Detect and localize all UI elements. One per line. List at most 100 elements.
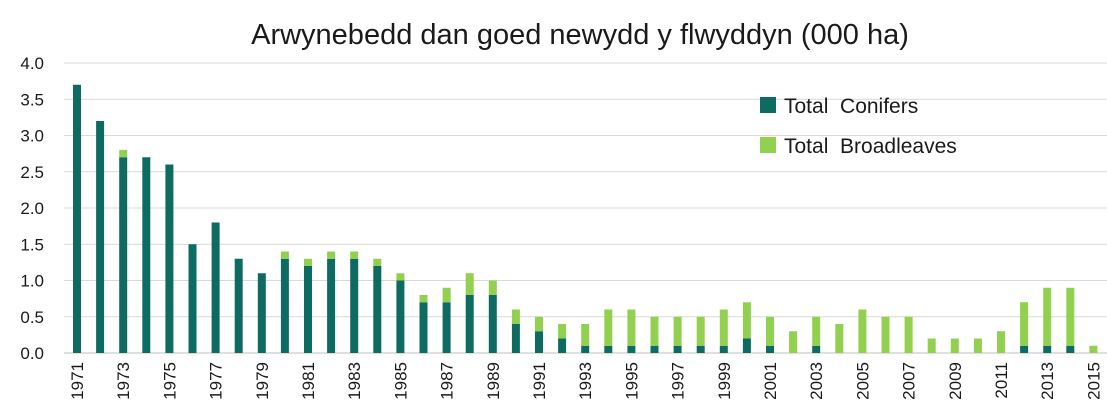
x-tick-label: 1981 xyxy=(299,362,318,400)
bar-broadleaves-1993 xyxy=(581,324,590,346)
bar-broadleaves-1995 xyxy=(627,309,636,346)
bar-series xyxy=(73,84,1098,353)
x-tick-label: 1991 xyxy=(530,362,549,400)
bar-conifers-1974 xyxy=(142,157,151,353)
bar-broadleaves-2003 xyxy=(812,316,821,346)
bar-conifers-1996 xyxy=(650,345,659,353)
bar-conifers-1989 xyxy=(488,295,497,353)
y-tick-label: 0.5 xyxy=(20,308,44,327)
legend-label-conifers: Total Conifers xyxy=(784,95,918,118)
x-tick-label: 1997 xyxy=(669,362,688,400)
bar-conifers-2013 xyxy=(1043,345,1052,353)
legend-label-broadleaves: Total Broadleaves xyxy=(784,135,957,158)
bar-conifers-1988 xyxy=(465,295,474,353)
x-tick-label: 2011 xyxy=(992,362,1011,399)
bar-broadleaves-2001 xyxy=(766,316,774,346)
bar-conifers-1972 xyxy=(96,121,105,353)
bar-conifers-1991 xyxy=(535,331,543,353)
x-tick-label: 2015 xyxy=(1084,362,1103,400)
x-tick-label: 1971 xyxy=(68,362,87,400)
bar-broadleaves-1996 xyxy=(650,316,659,346)
x-tick-label: 1979 xyxy=(253,362,272,400)
legend-swatch-conifers xyxy=(760,97,776,113)
bar-conifers-1977 xyxy=(211,222,220,353)
bar-broadleaves-2012 xyxy=(1020,302,1029,346)
bar-conifers-2003 xyxy=(812,345,821,353)
x-tick-label: 2013 xyxy=(1038,362,1057,400)
y-tick-label: 2.5 xyxy=(20,163,44,182)
legend: Total Conifers Total Broadleaves xyxy=(760,95,957,158)
y-tick-label: 0.0 xyxy=(20,344,44,363)
bar-broadleaves-1981 xyxy=(304,258,312,266)
bar-conifers-1975 xyxy=(165,164,174,353)
x-tick-label: 2009 xyxy=(946,362,965,400)
bar-broadleaves-2009 xyxy=(950,338,959,353)
bar-broadleaves-1997 xyxy=(673,316,682,346)
bar-conifers-1981 xyxy=(304,266,312,353)
x-tick-label: 1983 xyxy=(345,362,364,400)
bar-conifers-1994 xyxy=(604,345,613,353)
bar-conifers-1995 xyxy=(627,345,636,353)
bar-broadleaves-1989 xyxy=(488,280,497,295)
bar-broadleaves-2010 xyxy=(973,338,982,353)
bar-broadleaves-2000 xyxy=(742,302,751,339)
bar-broadleaves-1987 xyxy=(442,287,451,303)
gridlines xyxy=(64,62,1107,354)
bar-broadleaves-1988 xyxy=(465,273,474,295)
x-tick-label: 1977 xyxy=(207,362,226,400)
bar-broadleaves-1984 xyxy=(373,258,382,266)
bar-conifers-1987 xyxy=(442,302,451,353)
bar-broadleaves-1985 xyxy=(396,273,405,281)
y-tick-label: 3.5 xyxy=(20,90,44,109)
y-tick-label: 3.0 xyxy=(20,127,44,146)
bar-conifers-1971 xyxy=(73,84,81,353)
x-tick-label: 2001 xyxy=(761,362,780,400)
bar-conifers-1986 xyxy=(419,302,428,353)
y-tick-label: 1.5 xyxy=(20,235,44,254)
bar-conifers-1982 xyxy=(327,258,336,353)
x-tick-label: 2007 xyxy=(900,362,919,400)
y-tick-label: 1.0 xyxy=(20,272,44,291)
bar-conifers-1997 xyxy=(673,345,682,353)
bar-broadleaves-2004 xyxy=(835,324,844,353)
bar-conifers-1973 xyxy=(119,157,128,353)
bar-conifers-1983 xyxy=(350,258,359,353)
bar-broadleaves-2013 xyxy=(1043,287,1052,346)
bar-conifers-1985 xyxy=(396,280,405,353)
bar-conifers-1980 xyxy=(280,258,289,353)
x-tick-label: 1995 xyxy=(622,362,641,400)
bar-broadleaves-2011 xyxy=(997,331,1005,353)
x-tick-label: 1975 xyxy=(160,362,179,400)
bar-conifers-1976 xyxy=(188,244,197,353)
y-tick-label: 4.0 xyxy=(20,54,44,73)
bar-conifers-1992 xyxy=(558,338,567,353)
bar-broadleaves-1991 xyxy=(535,316,543,332)
bar-broadleaves-1994 xyxy=(604,309,613,346)
bar-broadleaves-2002 xyxy=(789,331,798,353)
x-tick-label: 2005 xyxy=(853,362,872,400)
bar-broadleaves-1992 xyxy=(558,324,567,339)
bar-broadleaves-2007 xyxy=(904,316,913,353)
bar-conifers-2000 xyxy=(742,338,751,353)
bar-conifers-1998 xyxy=(696,345,705,353)
bar-broadleaves-1980 xyxy=(280,251,289,259)
legend-swatch-broadleaves xyxy=(760,137,776,153)
bar-conifers-1993 xyxy=(581,345,590,353)
x-tick-label: 1987 xyxy=(438,362,457,400)
y-tick-label: 2.0 xyxy=(20,199,44,218)
bar-broadleaves-1982 xyxy=(327,251,336,259)
bar-broadleaves-1983 xyxy=(350,251,359,259)
bar-conifers-2012 xyxy=(1020,345,1029,353)
bar-conifers-2001 xyxy=(766,345,774,353)
bar-conifers-1979 xyxy=(257,273,266,353)
bar-conifers-1978 xyxy=(234,258,243,353)
bar-broadleaves-1999 xyxy=(719,309,728,346)
x-tick-label: 2003 xyxy=(807,362,826,400)
bar-conifers-1999 xyxy=(719,345,728,353)
bar-conifers-1990 xyxy=(511,324,520,353)
bar-conifers-1984 xyxy=(373,266,382,353)
bar-broadleaves-1986 xyxy=(419,295,428,303)
x-tick-label: 1973 xyxy=(114,362,133,400)
bar-broadleaves-1998 xyxy=(696,316,705,346)
x-tick-label: 1993 xyxy=(576,362,595,400)
